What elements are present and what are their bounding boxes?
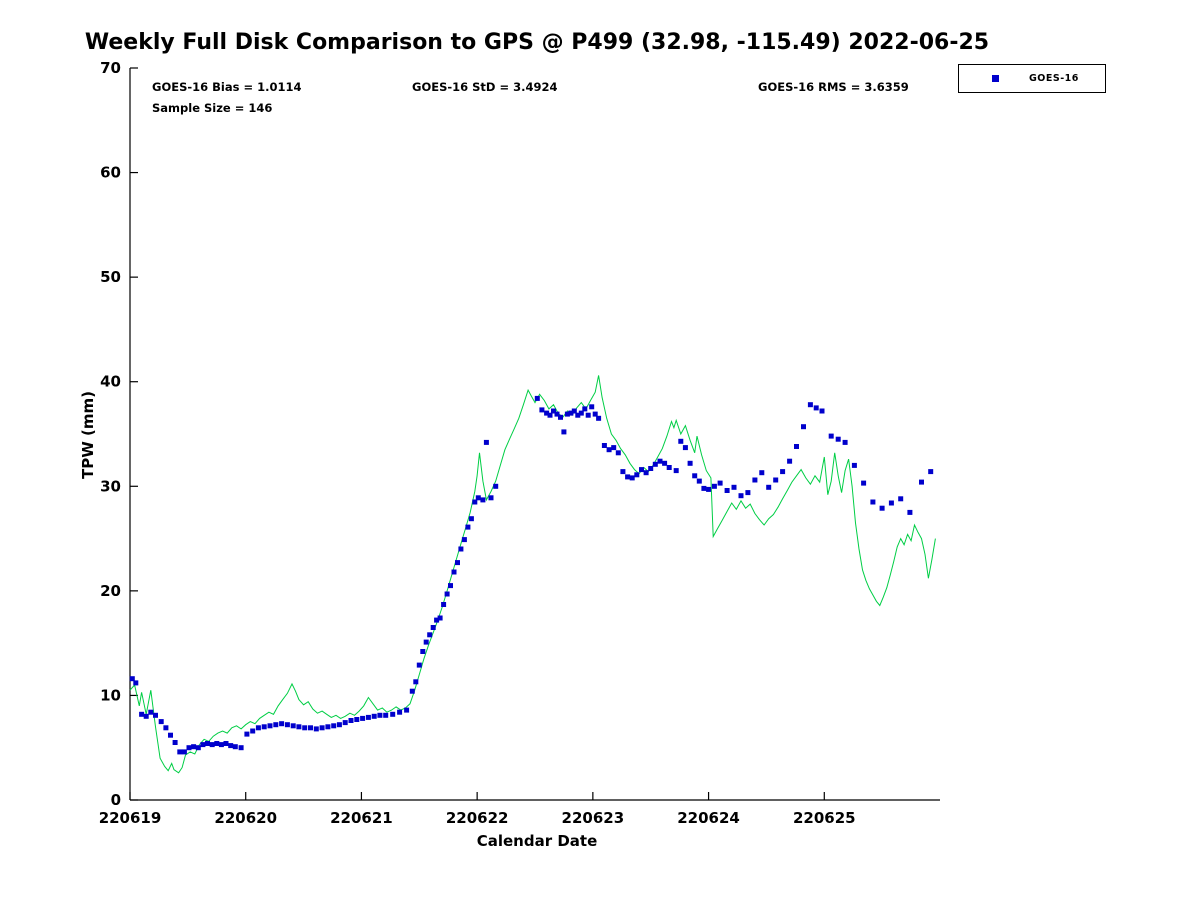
svg-text:220621: 220621 <box>330 809 393 827</box>
svg-text:20: 20 <box>100 582 121 600</box>
svg-text:70: 70 <box>100 59 121 77</box>
stat-rms: GOES-16 RMS = 3.6359 <box>758 80 909 94</box>
svg-text:60: 60 <box>100 164 121 182</box>
stat-bias: GOES-16 Bias = 1.0114 <box>152 80 302 94</box>
legend-square-marker-icon <box>992 75 999 82</box>
svg-text:220622: 220622 <box>446 809 509 827</box>
svg-text:40: 40 <box>100 373 121 391</box>
legend-label: GOES-16 <box>1029 73 1079 84</box>
chart-title: Weekly Full Disk Comparison to GPS @ P49… <box>84 30 990 55</box>
svg-text:220619: 220619 <box>99 809 162 827</box>
svg-text:220620: 220620 <box>214 809 277 827</box>
stat-sample-size: Sample Size = 146 <box>152 101 273 115</box>
svg-text:220623: 220623 <box>562 809 625 827</box>
x-axis-label: Calendar Date <box>476 832 598 850</box>
svg-text:10: 10 <box>100 686 121 704</box>
legend: GOES-16 <box>958 64 1106 93</box>
svg-text:30: 30 <box>100 477 121 495</box>
svg-text:0: 0 <box>111 791 121 809</box>
svg-text:220624: 220624 <box>677 809 740 827</box>
svg-text:220625: 220625 <box>793 809 856 827</box>
svg-text:50: 50 <box>100 268 121 286</box>
stat-std: GOES-16 StD = 3.4924 <box>412 80 558 94</box>
